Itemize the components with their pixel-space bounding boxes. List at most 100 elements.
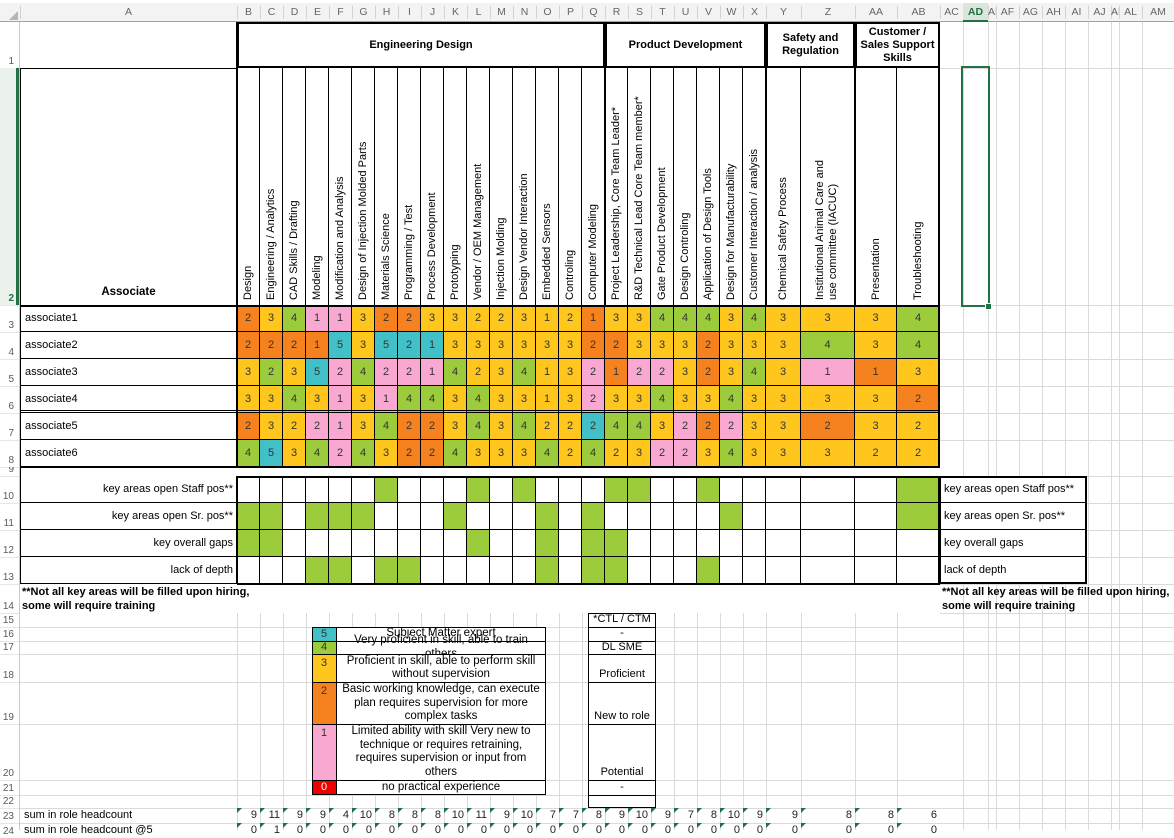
score-cell-associate4-G[interactable]: 3 <box>352 386 375 413</box>
gap-cell-C[interactable] <box>260 476 283 503</box>
score-cell-associate3-Q[interactable]: 2 <box>582 359 605 386</box>
score-cell-associate3-O[interactable]: 1 <box>536 359 559 386</box>
score-cell-associate3-V[interactable]: 2 <box>697 359 720 386</box>
summary-cell-G[interactable]: 10 <box>352 808 375 823</box>
legend-chip-0[interactable]: 0 <box>312 780 336 795</box>
column-header-E[interactable]: E <box>313 6 321 18</box>
skill-header-S[interactable]: R&D Technical Lead Core Team member* <box>628 68 651 305</box>
column-header-AI[interactable]: AI <box>1071 6 1082 18</box>
gap-cell-V[interactable] <box>697 476 720 503</box>
summary-cell-E[interactable]: 9 <box>306 808 329 823</box>
column-header-F[interactable]: F <box>337 6 344 18</box>
score-cell-associate5-K[interactable]: 3 <box>444 413 467 440</box>
gap-cell-O[interactable] <box>536 530 559 557</box>
associate-name-3[interactable]: associate3 <box>20 359 237 386</box>
row-header-24[interactable]: 24 <box>2 826 14 837</box>
summary-cell-M[interactable]: 0 <box>490 823 513 838</box>
ctl-cell-5[interactable]: - <box>588 780 656 795</box>
column-header-T[interactable]: T <box>659 6 666 18</box>
gap-cell-I[interactable] <box>398 557 421 584</box>
row-header-7[interactable]: 7 <box>8 428 14 439</box>
gap-cell-E[interactable] <box>306 530 329 557</box>
gap-cell-Q[interactable] <box>582 557 605 584</box>
score-cell-associate4-I[interactable]: 4 <box>398 386 421 413</box>
gap-cell-Z[interactable] <box>801 503 855 530</box>
gap-cell-E[interactable] <box>306 476 329 503</box>
column-header-I[interactable]: I <box>408 6 411 18</box>
score-cell-associate3-N[interactable]: 4 <box>513 359 536 386</box>
gap-cell-F[interactable] <box>329 530 352 557</box>
score-cell-associate4-Z[interactable]: 3 <box>801 386 855 413</box>
skill-header-F[interactable]: Modification and Analysis <box>329 68 352 305</box>
score-cell-associate6-O[interactable]: 4 <box>536 440 559 467</box>
score-cell-associate6-X[interactable]: 3 <box>743 440 766 467</box>
score-cell-associate5-X[interactable]: 3 <box>743 413 766 440</box>
score-cell-associate2-H[interactable]: 5 <box>375 332 398 359</box>
score-cell-associate2-F[interactable]: 5 <box>329 332 352 359</box>
gap-cell-K[interactable] <box>444 503 467 530</box>
column-header-H[interactable]: H <box>382 6 391 18</box>
score-cell-associate2-AB[interactable]: 4 <box>897 332 940 359</box>
score-cell-associate3-H[interactable]: 2 <box>375 359 398 386</box>
gap-cell-Q[interactable] <box>582 503 605 530</box>
score-cell-associate2-B[interactable]: 2 <box>237 332 260 359</box>
gap-cell-U[interactable] <box>674 530 697 557</box>
row-header-13[interactable]: 13 <box>2 572 14 583</box>
gap-cell-S[interactable] <box>628 557 651 584</box>
legend-description-0[interactable]: no practical experience <box>336 780 546 795</box>
summary-cell-C[interactable]: 11 <box>260 808 283 823</box>
column-header-AK[interactable]: AK <box>1111 6 1119 18</box>
ctl-cell-0[interactable]: - <box>588 627 656 641</box>
summary-cell-B[interactable]: 0 <box>237 823 260 838</box>
row-header-19[interactable]: 19 <box>2 712 14 723</box>
score-cell-associate6-L[interactable]: 3 <box>467 440 490 467</box>
score-cell-associate1-AA[interactable]: 3 <box>855 305 897 332</box>
score-cell-associate5-B[interactable]: 2 <box>237 413 260 440</box>
row-header-12[interactable]: 12 <box>2 545 14 556</box>
row-header-21[interactable]: 21 <box>2 783 14 794</box>
gap-row-label-left-1[interactable]: key areas open Staff pos** <box>20 476 237 503</box>
gap-row-label-right-2[interactable]: key areas open Sr. pos** <box>939 503 1087 530</box>
gap-cell-W[interactable] <box>720 476 743 503</box>
score-cell-associate5-R[interactable]: 4 <box>605 413 628 440</box>
score-cell-associate3-AA[interactable]: 1 <box>855 359 897 386</box>
skill-header-W[interactable]: Design for Manufacturability <box>720 68 743 305</box>
score-cell-associate6-S[interactable]: 3 <box>628 440 651 467</box>
associate-name-2[interactable]: associate2 <box>20 332 237 359</box>
column-header-AL[interactable]: AL <box>1124 6 1137 18</box>
gap-cell-N[interactable] <box>513 530 536 557</box>
score-cell-associate4-N[interactable]: 3 <box>513 386 536 413</box>
score-cell-associate6-E[interactable]: 4 <box>306 440 329 467</box>
row-header-20[interactable]: 20 <box>2 768 14 779</box>
summary-cell-N[interactable]: 0 <box>513 823 536 838</box>
legend-description-2[interactable]: Basic working knowledge, can execute pla… <box>336 682 546 724</box>
gap-cell-AA[interactable] <box>855 476 897 503</box>
gap-cell-Y[interactable] <box>766 530 801 557</box>
score-cell-associate3-T[interactable]: 2 <box>651 359 674 386</box>
score-cell-associate3-Z[interactable]: 1 <box>801 359 855 386</box>
score-cell-associate1-D[interactable]: 4 <box>283 305 306 332</box>
summary-cell-N[interactable]: 10 <box>513 808 536 823</box>
score-cell-associate6-U[interactable]: 2 <box>674 440 697 467</box>
gap-cell-P[interactable] <box>559 476 582 503</box>
score-cell-associate5-G[interactable]: 3 <box>352 413 375 440</box>
score-cell-associate2-R[interactable]: 2 <box>605 332 628 359</box>
score-cell-associate3-G[interactable]: 4 <box>352 359 375 386</box>
row-header-8[interactable]: 8 <box>8 455 14 466</box>
gap-cell-R[interactable] <box>605 530 628 557</box>
associate-name-5[interactable]: associate5 <box>20 413 237 440</box>
gap-cell-C[interactable] <box>260 557 283 584</box>
score-cell-associate5-U[interactable]: 2 <box>674 413 697 440</box>
gap-cell-C[interactable] <box>260 503 283 530</box>
ctl-cell-2[interactable]: Proficient <box>588 654 656 682</box>
score-cell-associate2-E[interactable]: 1 <box>306 332 329 359</box>
column-header-AG[interactable]: AG <box>1022 6 1039 18</box>
gap-cell-V[interactable] <box>697 503 720 530</box>
score-cell-associate5-N[interactable]: 4 <box>513 413 536 440</box>
score-cell-associate5-Q[interactable]: 2 <box>582 413 605 440</box>
gap-cell-G[interactable] <box>352 557 375 584</box>
skill-header-B[interactable]: Design <box>237 68 260 305</box>
skill-header-C[interactable]: Engineering / Analytics <box>260 68 283 305</box>
column-header-D[interactable]: D <box>290 6 299 18</box>
row-header-14[interactable]: 14 <box>2 601 14 612</box>
